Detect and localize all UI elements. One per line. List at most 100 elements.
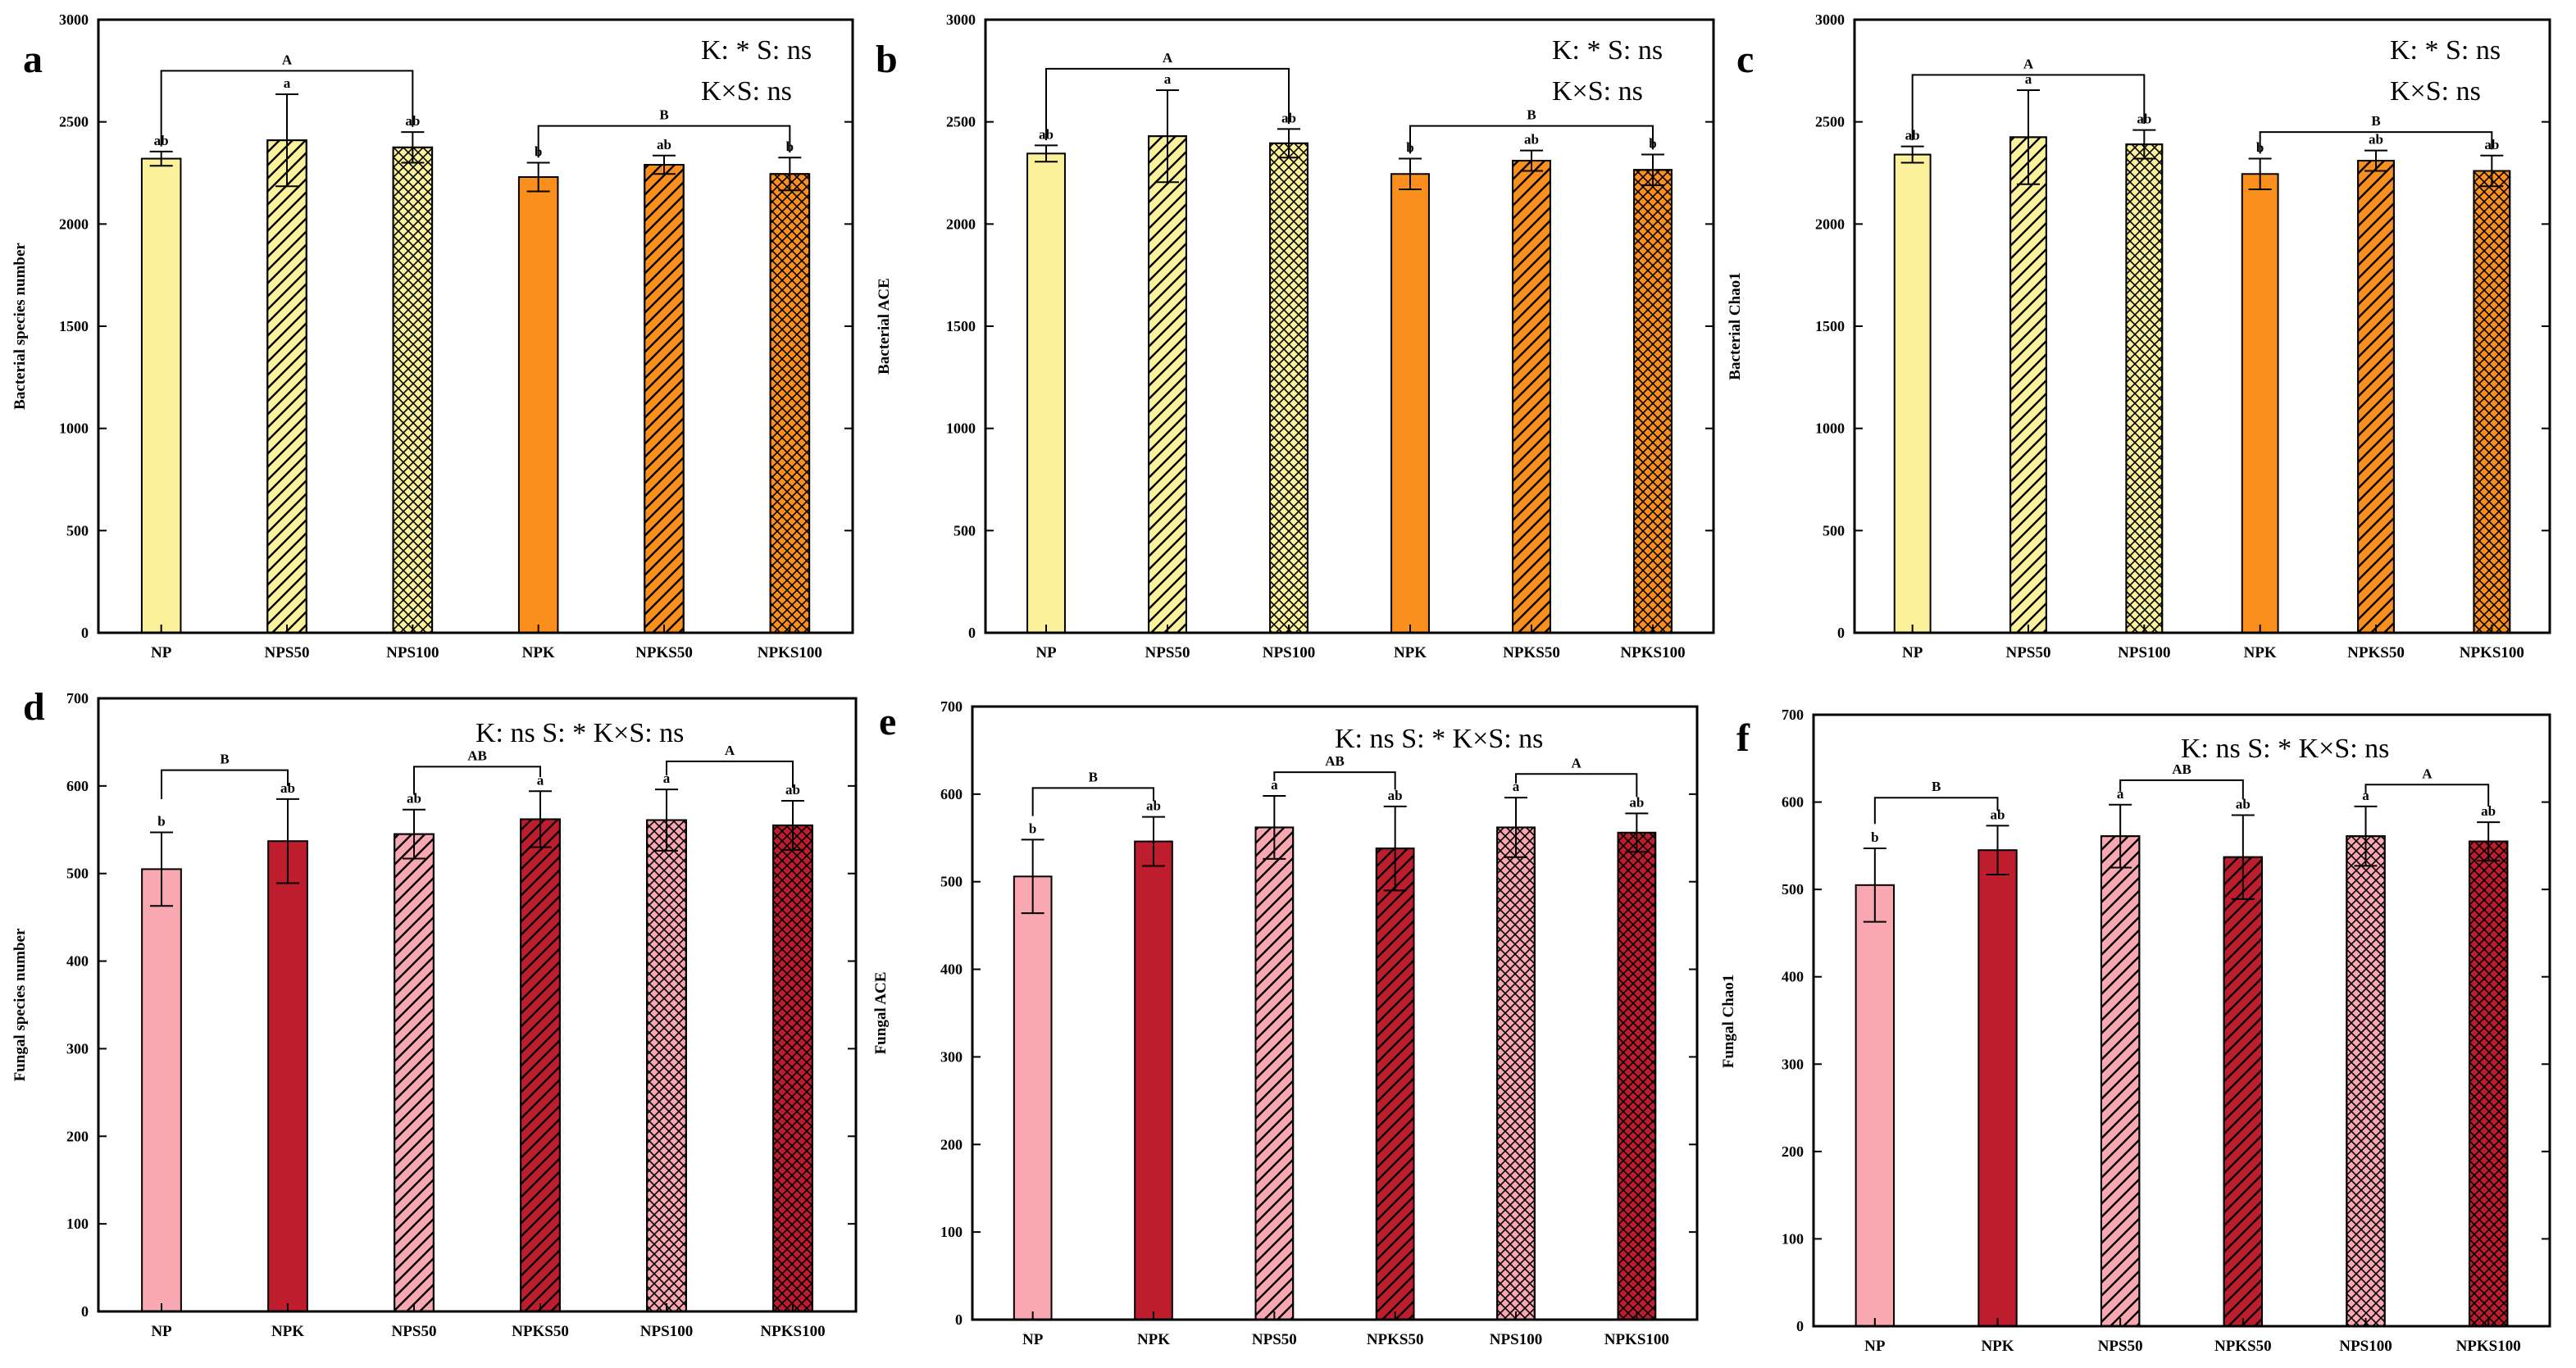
x-tick-label: NPS50 — [1252, 1331, 1297, 1348]
x-tick-label: NPS100 — [2339, 1338, 2392, 1355]
bar-pattern-nps50 — [266, 139, 307, 634]
group-bracket-label: A — [1163, 50, 1173, 66]
bar-npk — [267, 840, 308, 1312]
x-tick-label: NPKS50 — [1367, 1331, 1424, 1348]
group-bracket-label: A — [282, 52, 293, 67]
x-tick-label: NPS50 — [392, 1323, 437, 1340]
bar-pattern-nps100 — [646, 819, 687, 1312]
panel-label-b: b — [876, 38, 898, 81]
significance-letter: b — [1871, 829, 1878, 845]
significance-letter: ab — [2369, 132, 2383, 148]
y-tick-label: 600 — [1782, 794, 1804, 811]
significance-letter: b — [1029, 820, 1036, 836]
y-axis-label: Fungal Chao1 — [1720, 975, 1737, 1069]
group-bracket — [1873, 797, 1999, 825]
x-tick-label: NPKS100 — [760, 1323, 825, 1340]
significance-letter: a — [2362, 788, 2369, 803]
group-bracket — [1515, 773, 1638, 798]
x-tick-label: NPKS50 — [1503, 644, 1560, 661]
significance-letter: ab — [657, 137, 671, 152]
chart-panel-b: abNPaNPS50abNPS100bNPKabNPKS50bNPKS100AB… — [876, 11, 1715, 661]
y-tick-label: 2000 — [1815, 216, 1845, 232]
significance-letter: b — [157, 813, 165, 829]
bar-np — [1855, 884, 1896, 1328]
significance-letter: ab — [785, 782, 800, 798]
y-tick-label: 700 — [940, 698, 963, 715]
y-tick-label: 0 — [955, 1311, 963, 1328]
y-axis-label: Fungal species number — [11, 928, 29, 1081]
bar-npk — [1390, 173, 1430, 634]
panel-label-f: f — [1736, 716, 1750, 760]
group-bracket — [161, 769, 289, 799]
y-tick-label: 300 — [66, 1040, 89, 1057]
y-tick-label: 500 — [1782, 881, 1804, 898]
y-tick-label: 100 — [1782, 1230, 1804, 1247]
y-tick-label: 400 — [1782, 969, 1804, 985]
x-tick-label: NPKS100 — [1604, 1331, 1669, 1348]
y-tick-label: 200 — [940, 1136, 963, 1152]
significance-letter: ab — [1629, 794, 1644, 810]
x-tick-label: NPKS100 — [2456, 1338, 2521, 1355]
y-axis-label: Bacterial Chao1 — [1727, 272, 1744, 379]
significance-letter: ab — [2481, 803, 2496, 819]
bar-npk — [517, 175, 559, 634]
bar-pattern-npks50 — [1512, 160, 1551, 634]
stats-annotation-interaction: K×S: ns — [1552, 76, 1643, 107]
stats-annotation-interaction: K×S: ns — [701, 76, 792, 107]
x-tick-label: NPK — [2244, 644, 2277, 661]
group-bracket — [160, 70, 414, 147]
y-tick-label: 300 — [1782, 1056, 1804, 1072]
bar-pattern-nps50 — [2100, 835, 2141, 1327]
x-tick-label: NPK — [1137, 1331, 1170, 1348]
bar-pattern-nps100 — [2346, 835, 2386, 1327]
significance-letter: ab — [280, 780, 295, 796]
significance-letter: a — [663, 770, 671, 786]
group-bracket-label: A — [1572, 755, 1582, 770]
chart-panel-f: b NP ab NPK a NPS50 ab NPKS50 a NPS100 ab NPKS100 B A… — [1720, 707, 2551, 1355]
x-tick-label: NPKS50 — [2214, 1338, 2272, 1355]
group-bracket-label: A — [2422, 766, 2433, 781]
y-tick-label: 2500 — [946, 114, 976, 130]
bar-pattern-nps50 — [2009, 136, 2047, 634]
bar-pattern-npks100 — [769, 173, 811, 634]
x-tick-label: NPKS100 — [1620, 644, 1685, 661]
x-tick-label: NPK — [271, 1323, 304, 1340]
significance-letter: ab — [1146, 798, 1161, 814]
group-bracket — [1273, 771, 1396, 790]
y-tick-label: 1500 — [1815, 318, 1845, 334]
group-bracket — [537, 125, 791, 158]
y-tick-label: 2500 — [1815, 114, 1845, 130]
group-bracket — [666, 760, 794, 788]
bar-npk — [1134, 840, 1173, 1321]
significance-letter: a — [1164, 71, 1172, 87]
x-tick-label: NPKS50 — [512, 1323, 569, 1340]
y-tick-label: 3000 — [59, 11, 89, 28]
panel-label-d: d — [23, 685, 45, 729]
x-tick-label: NPS50 — [265, 644, 310, 661]
axes-frame — [1812, 713, 2551, 1328]
significance-letter: ab — [2236, 797, 2251, 812]
stats-annotation: K: * S: ns — [701, 35, 812, 66]
x-tick-label: NPS100 — [640, 1323, 693, 1340]
x-tick-label: NPS50 — [2006, 644, 2051, 661]
y-axis-label: Bacterial species number — [11, 243, 29, 410]
bar-pattern-npks50 — [520, 818, 561, 1312]
bar-pattern-npks100 — [1617, 831, 1657, 1320]
axes-frame — [97, 697, 858, 1313]
x-tick-label: NPS50 — [1145, 644, 1190, 661]
group-bracket — [2364, 784, 2490, 807]
x-tick-label: NPKS50 — [2347, 644, 2405, 661]
bar-pattern-npks100 — [1633, 169, 1673, 634]
stats-annotation: K: * S: ns — [2390, 35, 2501, 66]
x-tick-label: NPS50 — [2098, 1338, 2143, 1355]
group-bracket-label: B — [1527, 107, 1536, 123]
y-tick-label: 500 — [953, 522, 976, 539]
panel-label-a: a — [23, 38, 43, 81]
x-tick-label: NP — [151, 1323, 172, 1340]
bar-pattern-nps100 — [2125, 143, 2164, 634]
y-tick-label: 0 — [968, 625, 976, 641]
significance-letter: a — [2025, 71, 2032, 87]
x-tick-label: NPKS50 — [635, 644, 693, 661]
chart-panel-a: abNPaNPS50abNPS100bNPKabNPKS50bNPKS100AB… — [11, 11, 854, 661]
